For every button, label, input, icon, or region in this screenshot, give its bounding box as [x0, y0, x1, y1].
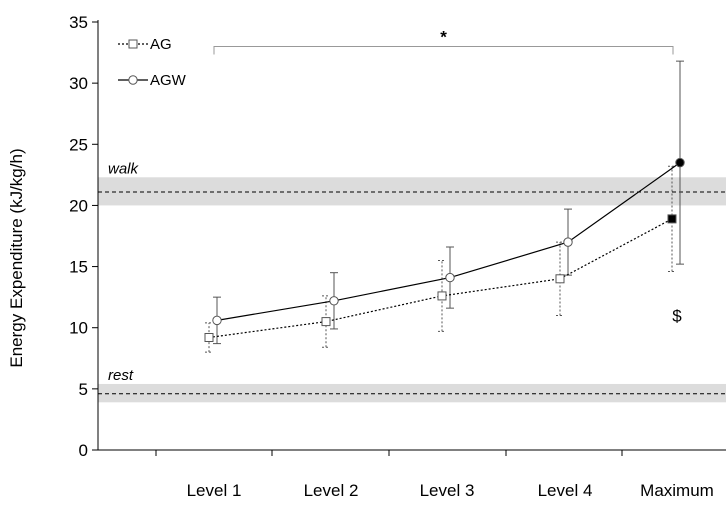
point-AGW-0 [212, 315, 222, 326]
y-tick-label-5: 5 [79, 380, 88, 399]
y-tick-label-25: 25 [69, 135, 88, 154]
y-tick-label-10: 10 [69, 319, 88, 338]
point-AGW-1 [329, 296, 339, 306]
legend-item-AGW: AGW [118, 72, 187, 89]
series-markers [204, 157, 685, 342]
point-AGW-2 [445, 272, 455, 283]
significance-star: * [440, 27, 447, 46]
legend: AG AGW [118, 36, 187, 89]
y-tick-label-30: 30 [69, 74, 88, 93]
y-tick-label-35: 35 [69, 13, 88, 32]
point-AG-1 [321, 317, 331, 327]
band-label-rest: rest [108, 367, 134, 384]
annotations: *$ [213, 27, 682, 326]
x-tick-label-0: Level 1 [187, 481, 242, 500]
error-bar-AG-2 [438, 259, 446, 332]
x-tick-label-4: Maximum [640, 481, 714, 500]
series-line-AG [208, 218, 673, 339]
band-label-walk: walk [108, 160, 140, 177]
point-AG-2 [437, 291, 447, 301]
point-AG-0 [204, 332, 214, 342]
point-AG-3 [555, 274, 565, 284]
x-tick-label-3: Level 4 [538, 481, 593, 500]
y-tick-label-15: 15 [69, 258, 88, 277]
y-tick-label-20: 20 [69, 196, 88, 215]
legend-label-AG: AG [150, 36, 172, 53]
band-rest [98, 383, 726, 403]
point-AGW-4 [675, 157, 685, 168]
error-bars [205, 60, 684, 353]
point-AGW-3 [563, 237, 573, 247]
reference-bands: walk rest [98, 160, 726, 403]
error-bar-AG-0 [205, 322, 213, 353]
axes: 0 5 10 15 20 25 30 35 Level 1 Level 2 Level 3 Level… [69, 13, 726, 500]
significance-bracket [213, 45, 674, 55]
legend-marker-AGW [128, 75, 138, 85]
legend-label-AGW: AGW [150, 72, 187, 89]
annotation-dollar: $ [672, 307, 682, 326]
legend-marker-AG [128, 39, 138, 49]
point-AG-4 [667, 214, 677, 224]
x-tick-label-1: Level 2 [304, 481, 359, 500]
x-tick-label-2: Level 3 [420, 481, 475, 500]
y-tick-label-0: 0 [79, 441, 88, 460]
y-axis-label: Energy Expenditure (kJ/kg/h) [7, 148, 26, 367]
legend-item-AG: AG [118, 36, 172, 53]
band-walk [98, 177, 726, 206]
